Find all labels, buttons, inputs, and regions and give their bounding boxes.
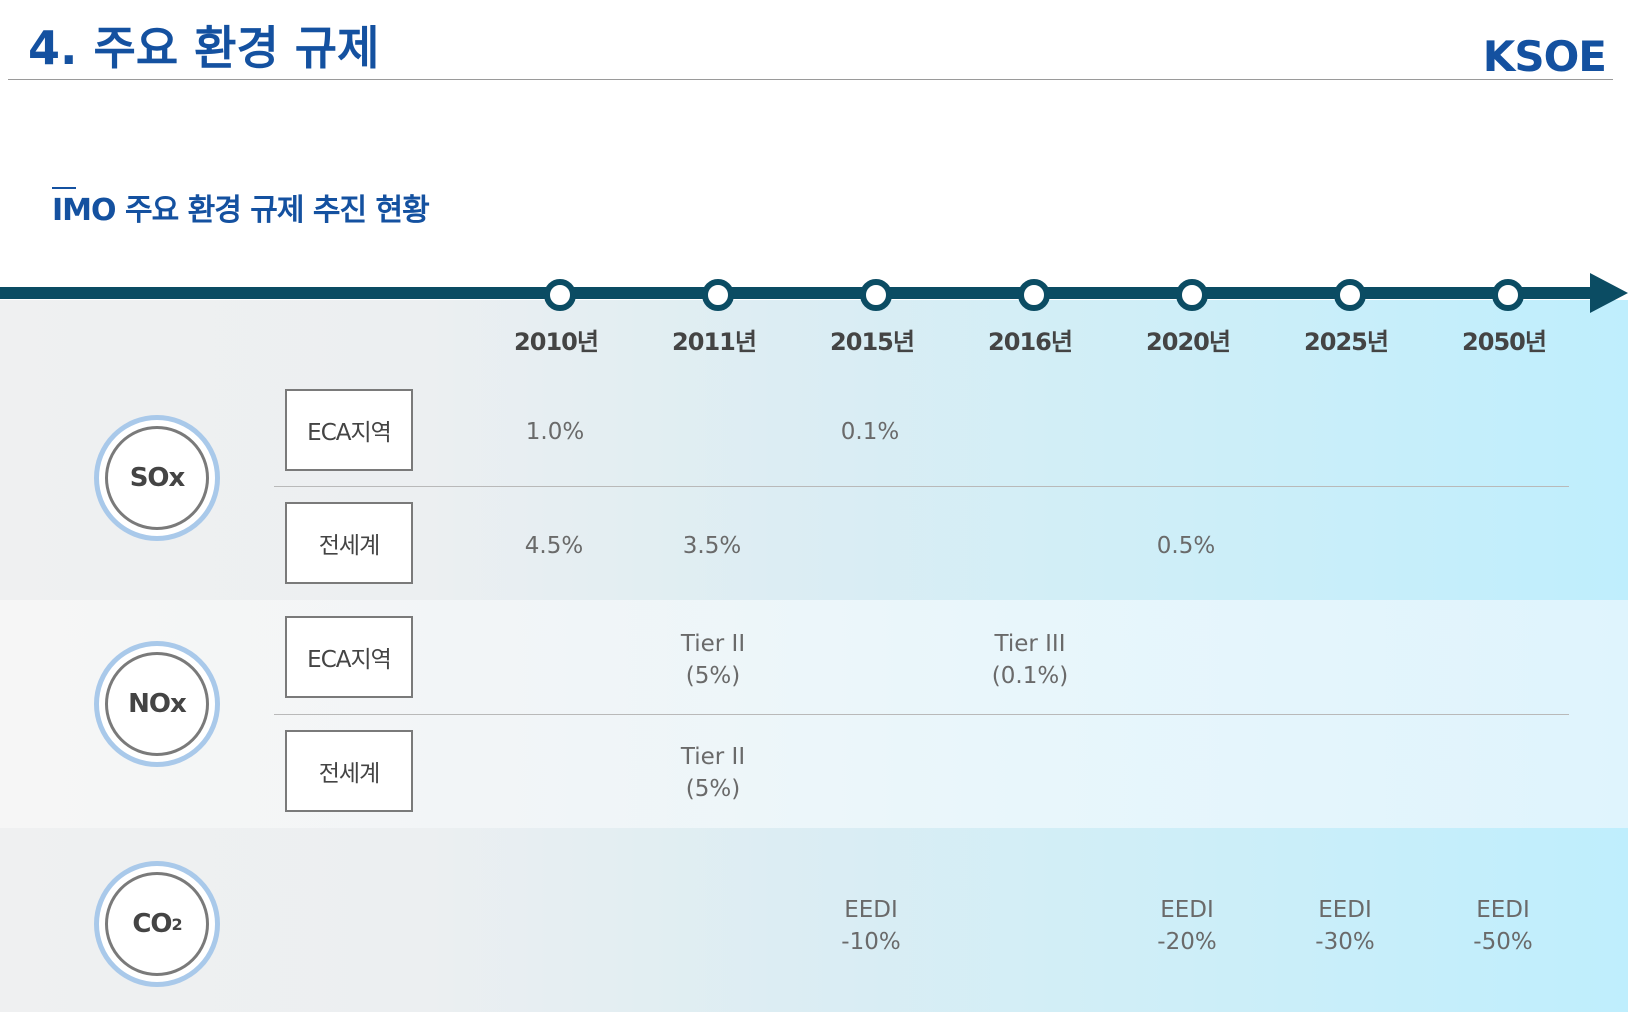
sox-global-scope-box: 전세계 xyxy=(285,502,413,584)
year-label: 2050년 xyxy=(1462,328,1547,356)
year-label: 2011년 xyxy=(672,328,757,356)
co2-band xyxy=(0,828,1628,1012)
sox-label: SOx xyxy=(105,426,209,530)
sox-global-value: 0.5% xyxy=(1156,533,1216,559)
nox-global-value: Tier II (5%) xyxy=(680,744,746,802)
year-label: 2016년 xyxy=(988,328,1073,356)
nox-badge: NOx xyxy=(94,641,220,767)
slide-title: 4. 주요 환경 규제 xyxy=(28,21,380,75)
co2-value: EEDI -50% xyxy=(1473,897,1533,955)
year-label: 2025년 xyxy=(1304,328,1389,356)
nox-eca-value: Tier II (5%) xyxy=(680,631,746,689)
sox-global-value: 4.5% xyxy=(524,533,584,559)
co2-label: CO 2 xyxy=(105,872,209,976)
timeline-node xyxy=(860,279,892,311)
row-divider xyxy=(274,486,1569,487)
co2-value: EEDI -30% xyxy=(1315,897,1375,955)
sox-global-value: 3.5% xyxy=(682,533,742,559)
timeline-node xyxy=(1018,279,1050,311)
header-divider xyxy=(8,79,1613,80)
nox-eca-value: Tier III (0.1%) xyxy=(991,631,1069,689)
sox-eca-scope-box: ECA지역 xyxy=(285,389,413,471)
co2-badge: CO 2 xyxy=(94,861,220,987)
sox-eca-value: 0.1% xyxy=(840,419,900,445)
nox-label: NOx xyxy=(105,652,209,756)
co2-value: EEDI -10% xyxy=(841,897,901,955)
sox-eca-value: 1.0% xyxy=(525,419,585,445)
sox-band xyxy=(0,300,1628,600)
row-divider xyxy=(274,714,1569,715)
subtitle-accent-mark xyxy=(52,187,76,189)
year-label: 2015년 xyxy=(830,328,915,356)
timeline-arrow-icon xyxy=(1590,273,1628,313)
timeline-node xyxy=(1492,279,1524,311)
ksoe-logo: KSOE xyxy=(1482,32,1607,81)
co2-value: EEDI -20% xyxy=(1157,897,1217,955)
year-label: 2010년 xyxy=(514,328,599,356)
nox-global-scope-box: 전세계 xyxy=(285,730,413,812)
nox-eca-scope-box: ECA지역 xyxy=(285,616,413,698)
section-subtitle: IMO 주요 환경 규제 추진 현황 xyxy=(52,193,430,228)
year-label: 2020년 xyxy=(1146,328,1231,356)
timeline-node xyxy=(702,279,734,311)
timeline-node xyxy=(1176,279,1208,311)
sox-badge: SOx xyxy=(94,415,220,541)
timeline-node xyxy=(1334,279,1366,311)
timeline-node xyxy=(544,279,576,311)
